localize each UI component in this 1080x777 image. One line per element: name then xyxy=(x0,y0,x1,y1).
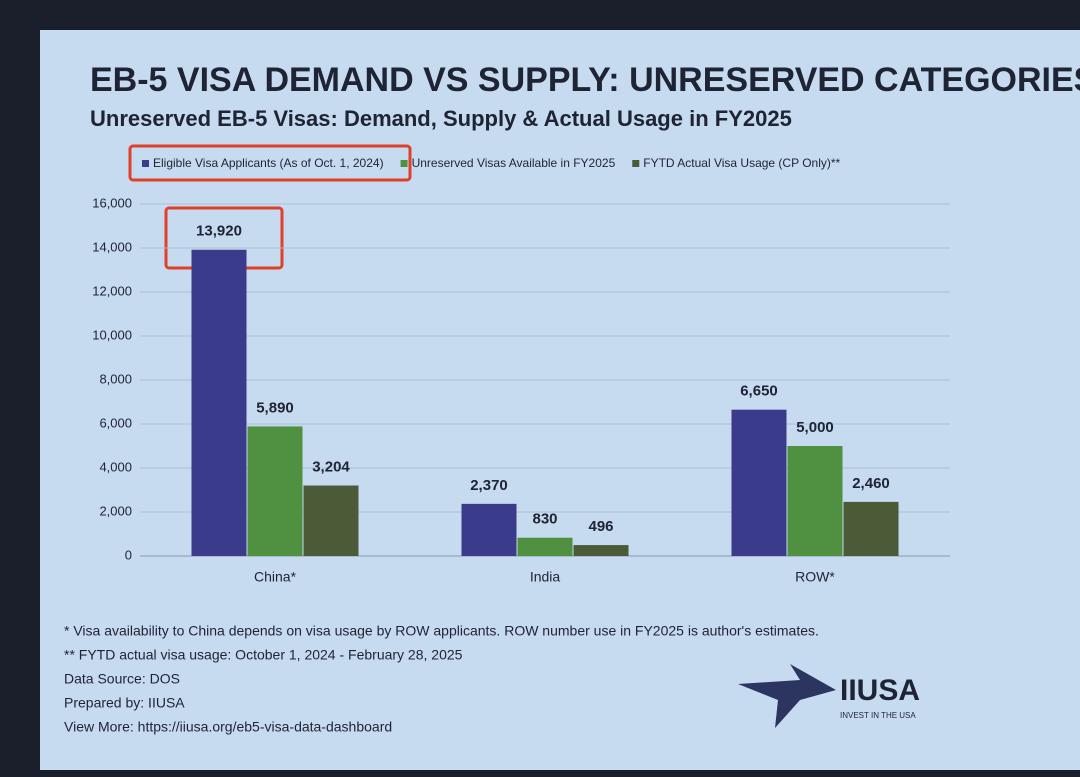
highlight-box xyxy=(128,144,412,182)
bar xyxy=(191,249,247,556)
value-label: 5,000 xyxy=(796,419,834,436)
y-tick-label: 8,000 xyxy=(99,371,132,386)
logo-tagline: INVEST IN THE USA xyxy=(840,711,916,720)
bar xyxy=(843,501,899,556)
legend-swatch xyxy=(400,160,408,167)
y-tick-label: 10,000 xyxy=(92,327,132,342)
value-label: 6,650 xyxy=(740,383,778,400)
x-tick-label: ROW* xyxy=(795,569,835,585)
bar xyxy=(461,503,517,556)
bar xyxy=(787,446,843,556)
value-label: 5,890 xyxy=(256,399,294,416)
y-tick-label: 16,000 xyxy=(92,195,132,210)
note: View More: https://iiusa.org/eb5-visa-da… xyxy=(64,719,392,735)
note: ** FYTD actual visa usage: October 1, 20… xyxy=(64,647,463,663)
legend-swatch xyxy=(142,160,149,167)
x-tick-label: India xyxy=(530,569,561,585)
slide-title: EB-5 VISA DEMAND VS SUPPLY: UNRESERVED C… xyxy=(90,61,1080,99)
y-tick-label: 14,000 xyxy=(92,239,132,254)
y-tick-label: 4,000 xyxy=(99,459,132,474)
value-label: 3,204 xyxy=(312,458,350,475)
note: Data Source: DOS xyxy=(64,671,180,687)
legend-swatch xyxy=(632,160,640,167)
note: Prepared by: IIUSA xyxy=(64,695,185,711)
logo-name: IIUSA xyxy=(840,674,920,707)
legend-label: Unreserved Visas Available in FY2025 xyxy=(412,156,616,170)
bar xyxy=(517,537,573,556)
bar xyxy=(573,545,629,556)
note: * Visa availability to China depends on … xyxy=(64,623,819,639)
value-label: 830 xyxy=(532,511,557,528)
legend-label: Eligible Visa Applicants (As of Oct. 1, … xyxy=(153,156,384,170)
value-label: 2,460 xyxy=(852,475,890,492)
bar xyxy=(247,426,303,556)
legend-label: FYTD Actual Visa Usage (CP Only)** xyxy=(643,156,840,170)
bar xyxy=(303,485,359,556)
value-label: 13,920 xyxy=(196,223,242,240)
value-label: 2,370 xyxy=(470,477,508,494)
y-tick-label: 6,000 xyxy=(99,415,132,430)
y-tick-label: 2,000 xyxy=(99,503,132,518)
notes: * Visa availability to China depends on … xyxy=(64,623,819,735)
bar xyxy=(731,409,787,556)
value-label: 496 xyxy=(588,518,613,535)
x-tick-label: China* xyxy=(254,569,297,585)
logo-mark xyxy=(738,664,836,728)
logo: IIUSA INVEST IN THE USA xyxy=(738,664,920,728)
y-tick-label: 0 xyxy=(125,547,132,562)
chart-title: Unreserved EB-5 Visas: Demand, Supply & … xyxy=(90,106,792,131)
y-tick-label: 12,000 xyxy=(92,283,132,298)
